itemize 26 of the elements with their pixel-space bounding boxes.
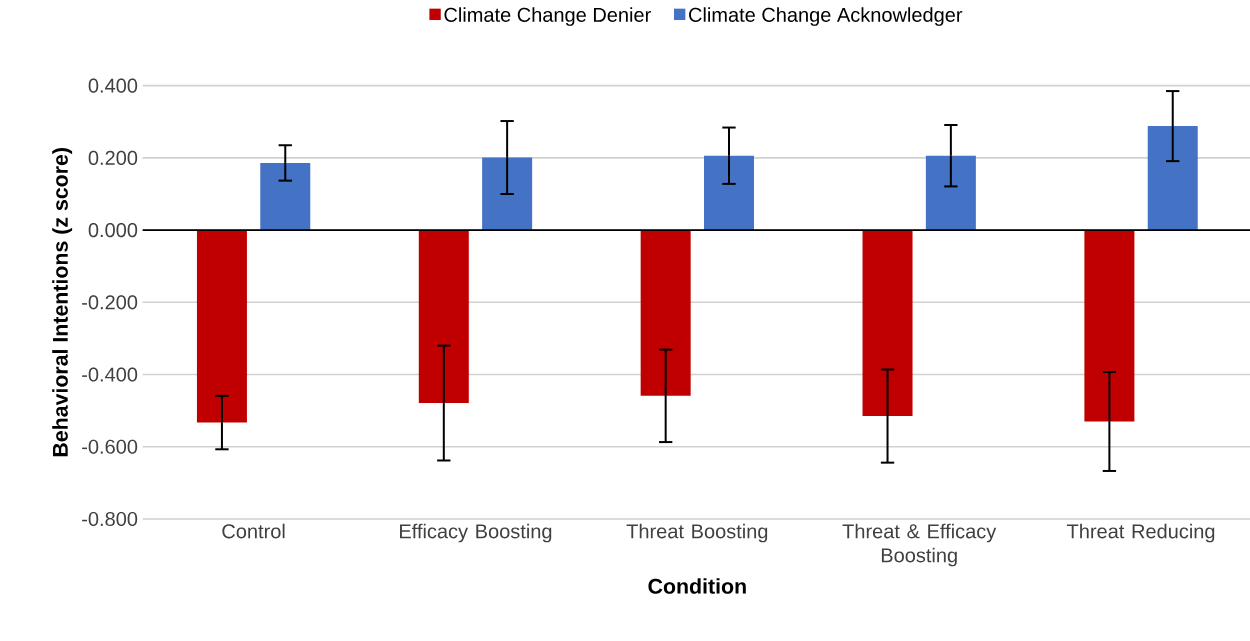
bar xyxy=(1147,126,1198,231)
y-tick-label: 0.400 xyxy=(88,78,138,93)
bar xyxy=(1084,230,1135,422)
y-tick-label: -0.200 xyxy=(82,295,138,310)
bar xyxy=(418,230,469,404)
x-axis-title: Condition xyxy=(648,578,746,594)
x-tick-label: Threat Reducing xyxy=(1067,523,1215,543)
x-tick-label: Efficacy Boosting xyxy=(400,523,552,543)
bar xyxy=(196,230,247,423)
y-axis-title: Behavioral Intentions (z score) xyxy=(52,148,73,457)
y-tick-label: -0.400 xyxy=(82,367,138,382)
bar xyxy=(482,157,533,231)
bar xyxy=(640,230,691,396)
bar xyxy=(925,155,976,231)
bar xyxy=(260,162,311,231)
legend-label: Climate Change Denier xyxy=(444,7,651,26)
y-tick-label: 0.200 xyxy=(88,150,138,165)
bar xyxy=(704,155,754,231)
y-tick-label: 0.000 xyxy=(88,223,138,238)
y-tick-label: -0.800 xyxy=(82,511,138,527)
bar xyxy=(862,230,913,417)
x-tick-label: Threat & Efficacy Boosting xyxy=(842,523,997,567)
x-tick-label: Threat Boosting xyxy=(626,523,768,543)
x-tick-label: Control xyxy=(222,523,285,539)
y-tick-label: -0.600 xyxy=(82,439,138,454)
legend-label: Climate Change Acknowledger xyxy=(689,7,963,26)
